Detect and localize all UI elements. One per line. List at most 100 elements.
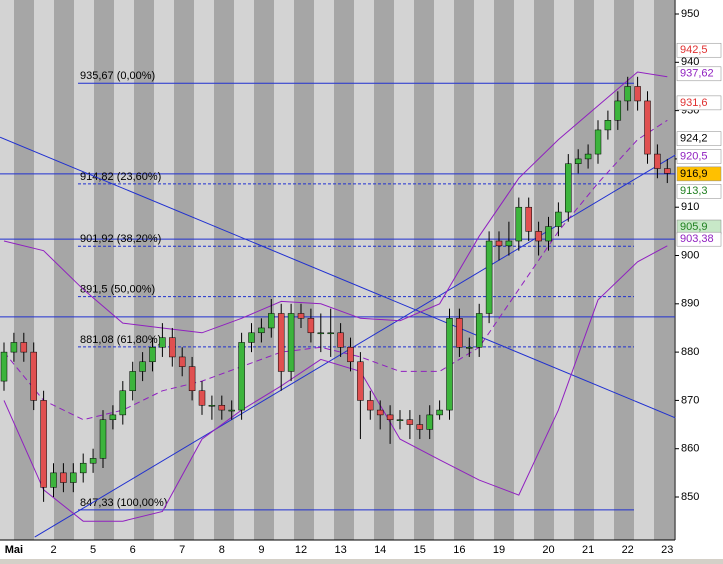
price-box	[676, 166, 722, 182]
x-tick-label: 2	[50, 544, 56, 556]
candle-body	[238, 342, 245, 411]
candle-body	[347, 347, 354, 363]
x-tick-label: 19	[493, 544, 505, 556]
price-label: 916,9	[680, 168, 708, 180]
y-tick-label: 890	[681, 298, 699, 310]
x-tick-label: 6	[130, 544, 136, 556]
candle-body	[169, 337, 176, 358]
candle-body	[357, 361, 364, 401]
candle-body	[574, 158, 582, 164]
candle-body	[119, 390, 127, 416]
candle-body	[129, 371, 136, 392]
stripe	[214, 0, 234, 540]
candle-body	[475, 313, 483, 348]
x-tick-label: 13	[334, 544, 346, 556]
candle-body	[466, 347, 473, 349]
price-label: 942,5	[680, 44, 708, 56]
y-tick-label: 880	[681, 346, 699, 358]
candle-body	[297, 313, 305, 319]
stripe	[494, 0, 514, 540]
candle-body	[584, 153, 592, 160]
candle-body	[495, 240, 503, 247]
stripe	[94, 0, 114, 540]
y-tick-label: 860	[681, 443, 699, 455]
candle-body	[99, 419, 107, 459]
candle-body	[60, 472, 67, 483]
x-tick-label: 23	[661, 544, 673, 556]
candle-body	[485, 240, 493, 314]
candle-body	[89, 458, 97, 464]
price-box	[676, 149, 722, 164]
band-middle	[3, 119, 668, 421]
candle-body	[149, 347, 156, 363]
x-tick-label: 7	[179, 544, 185, 556]
fib-label: 847,33 (100,00%)	[80, 497, 167, 509]
candle-body	[515, 206, 523, 242]
fib-label: 891,5 (50,00%)	[80, 283, 155, 295]
y-tick-label: 870	[681, 394, 699, 406]
candle-body	[218, 404, 226, 411]
candle-body	[416, 424, 424, 430]
candle-body	[307, 318, 315, 334]
candle-body	[565, 163, 572, 213]
x-tick-label: 12	[295, 544, 307, 556]
candle-body	[327, 332, 334, 335]
candle-body	[386, 414, 394, 420]
y-tick-label: 910	[681, 201, 699, 213]
fib-label: 881,08 (61,80%)	[80, 334, 161, 346]
x-tick-label: 15	[414, 544, 426, 556]
price-box	[676, 66, 722, 82]
price-box	[676, 131, 722, 146]
stripe	[174, 0, 194, 540]
price-label: 913,3	[680, 185, 708, 197]
candle-body	[545, 226, 552, 242]
y-tick-label: 950	[681, 8, 699, 20]
x-tick-label: 14	[374, 544, 386, 556]
y-axis-area	[675, 0, 723, 559]
price-label: 931,6	[680, 97, 708, 109]
candle-body	[228, 409, 235, 412]
stripe	[374, 0, 394, 540]
stripe	[614, 0, 634, 540]
candle-body	[30, 351, 37, 401]
candle-body	[40, 400, 47, 488]
stripe	[254, 0, 274, 540]
stripe	[334, 0, 354, 540]
candle-body	[258, 327, 265, 334]
candle-body	[406, 419, 414, 425]
fib-label: 901,92 (38,20%)	[80, 233, 161, 245]
candle-body	[198, 390, 206, 406]
candle-body	[555, 211, 562, 227]
candle-body	[317, 332, 325, 335]
x-tick-label: 21	[582, 544, 594, 556]
candle-body	[10, 342, 18, 353]
candle-body	[50, 472, 57, 488]
stripe	[294, 0, 314, 540]
stripe	[14, 0, 34, 540]
candle-body	[268, 313, 275, 329]
candle-body	[436, 409, 443, 416]
price-box	[676, 42, 722, 58]
x-tick-label: 9	[258, 544, 264, 556]
stripe	[654, 0, 674, 540]
price-label: 924,2	[680, 133, 708, 145]
candle-body	[367, 400, 374, 411]
candle-body	[139, 361, 146, 372]
stripe	[454, 0, 474, 540]
candle-body	[376, 409, 384, 416]
candle-body	[109, 414, 117, 420]
candle-body	[624, 86, 631, 102]
y-tick-label: 850	[681, 491, 699, 503]
candle-body	[208, 404, 216, 407]
fib-label: 935,67 (0,00%)	[80, 70, 155, 82]
fib-label: 914,82 (23,60%)	[80, 171, 161, 183]
x-tick-label: 8	[219, 544, 225, 556]
stripe	[534, 0, 554, 540]
candle-body	[614, 100, 622, 121]
candle-body	[634, 86, 641, 102]
x-tick-label: 16	[453, 544, 465, 556]
candle-body	[505, 240, 513, 247]
candle-body	[178, 356, 186, 367]
candle-body	[20, 342, 28, 353]
